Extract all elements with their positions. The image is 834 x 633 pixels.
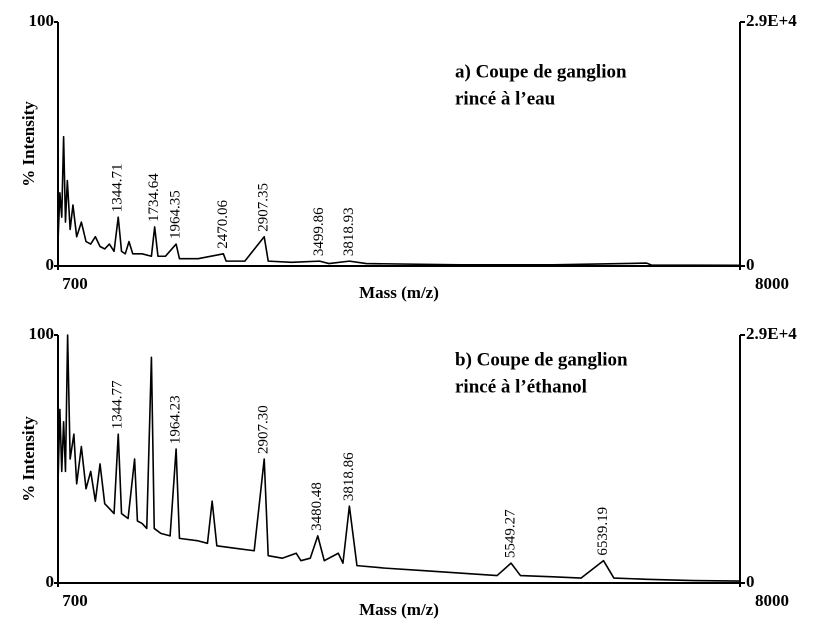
x-tick-label: 700 [62, 591, 88, 610]
spectrum-line [57, 334, 741, 582]
y-tick-label: 100 [29, 324, 55, 343]
y2-tick-label: 2.9E+4 [746, 324, 797, 343]
peak-label: 3499.86 [311, 207, 327, 256]
peak-label: 6539.19 [595, 507, 611, 556]
peak-label: 3818.86 [341, 452, 357, 501]
peak-label: 2907.30 [256, 405, 272, 454]
peak-label: 1964.35 [168, 190, 184, 239]
annotation: rincé à l’eau [455, 88, 556, 109]
x-axis-label: Mass (m/z) [359, 283, 439, 302]
y-tick-label: 0 [46, 255, 55, 274]
peak-label: 5549.27 [502, 509, 518, 558]
x-tick-label: 8000 [755, 591, 789, 610]
y-tick-label: 100 [29, 11, 55, 30]
annotation: b) Coupe de ganglion [455, 349, 628, 370]
x-tick-label: 8000 [755, 274, 789, 293]
y2-tick-label: 2.9E+4 [746, 11, 797, 30]
y-tick-label: 0 [46, 572, 55, 591]
x-tick-label: 700 [62, 274, 88, 293]
peak-label: 2470.06 [215, 200, 231, 249]
peak-label: 2907.35 [256, 183, 272, 232]
y-axis-label: % Intensity [19, 416, 38, 502]
annotation: a) Coupe de ganglion [455, 61, 627, 82]
y-axis-label: % Intensity [19, 101, 38, 187]
peak-label: 3818.93 [341, 207, 357, 256]
peak-label: 1734.64 [146, 173, 162, 222]
annotation: rincé à l’éthanol [455, 376, 587, 397]
peak-label: 1344.71 [110, 163, 126, 212]
spectrum-line [57, 135, 741, 267]
x-axis-label: Mass (m/z) [359, 600, 439, 619]
y2-tick-label: 0 [746, 572, 755, 591]
peak-label: 3480.48 [309, 482, 325, 531]
peak-label: 1964.23 [168, 395, 184, 444]
y2-tick-label: 0 [746, 255, 755, 274]
peak-label: 1344.77 [110, 380, 126, 429]
